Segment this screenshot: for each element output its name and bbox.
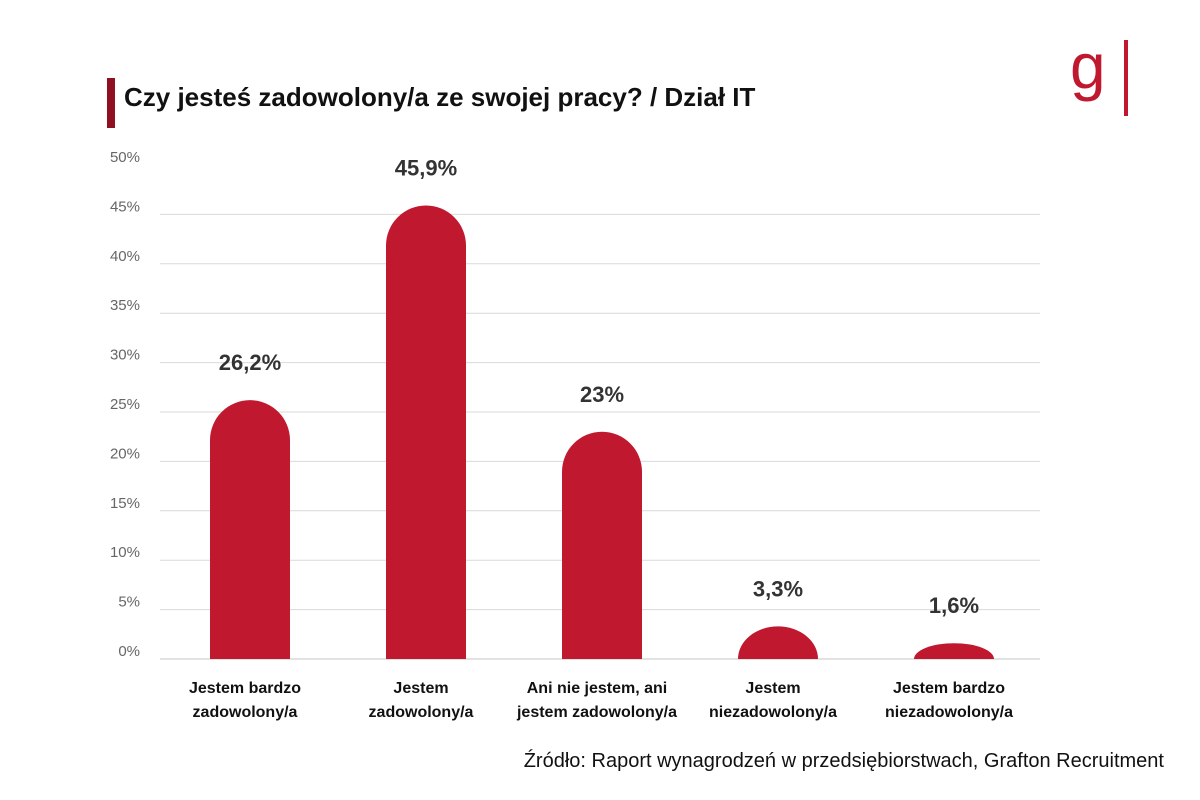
x-tick-label: zadowolony/a <box>193 704 298 721</box>
bar-2 <box>386 205 466 659</box>
y-tick-label: 45% <box>110 198 140 215</box>
y-tick-label: 35% <box>110 297 140 314</box>
title-accent-bar <box>107 78 115 128</box>
chart-title: Czy jesteś zadowolony/a ze swojej pracy?… <box>124 82 756 112</box>
bar-3 <box>562 431 642 659</box>
bar-1 <box>210 400 290 659</box>
y-tick-label: 50% <box>110 149 140 166</box>
y-tick-label: 30% <box>110 347 140 364</box>
data-label: 26,2% <box>219 350 281 375</box>
data-label: 3,3% <box>753 576 803 601</box>
x-tick-label: jestem zadowolony/a <box>516 704 677 721</box>
x-tick-label: Jestem bardzo <box>189 680 301 697</box>
y-tick-label: 20% <box>110 445 140 462</box>
source-note: Źródło: Raport wynagrodzeń w przedsiębio… <box>523 750 1164 772</box>
data-label: 23% <box>580 382 624 407</box>
y-tick-label: 10% <box>110 544 140 561</box>
x-tick-label: Jestem <box>393 680 448 697</box>
y-tick-label: 5% <box>118 594 140 611</box>
x-tick-label: Jestem bardzo <box>893 680 1005 697</box>
x-tick-label: niezadowolony/a <box>885 704 1013 721</box>
grafton-logo: g <box>1068 30 1138 120</box>
y-tick-label: 0% <box>118 643 140 660</box>
data-label: 45,9% <box>395 156 457 181</box>
bar-4 <box>738 626 818 659</box>
x-tick-label: Jestem <box>745 680 800 697</box>
bar-5 <box>914 643 994 659</box>
x-tick-label: zadowolony/a <box>369 704 474 721</box>
x-tick-label: Ani nie jestem, ani <box>527 680 667 697</box>
logo-letter: g <box>1070 30 1106 102</box>
y-tick-label: 40% <box>110 248 140 265</box>
y-tick-label: 25% <box>110 396 140 413</box>
data-label: 1,6% <box>929 593 979 618</box>
logo-bar <box>1124 40 1128 116</box>
x-tick-label: niezadowolony/a <box>709 704 837 721</box>
y-tick-label: 15% <box>110 495 140 512</box>
